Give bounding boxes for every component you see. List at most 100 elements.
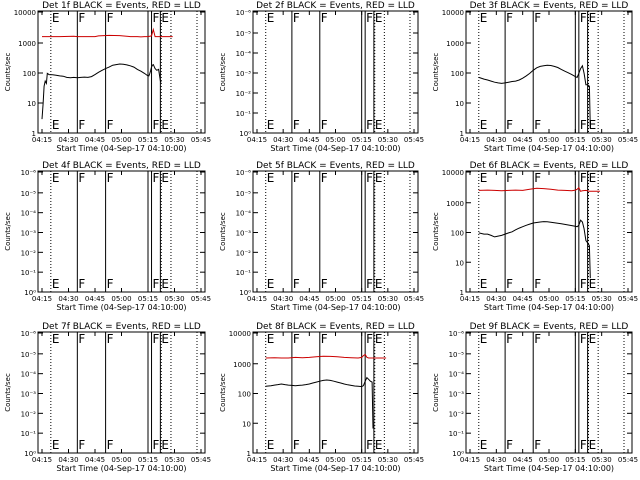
marker-label-top: E [52, 171, 60, 185]
x-tick-label: 05:15 [352, 456, 372, 464]
plot-frame [252, 331, 419, 454]
x-tick-label: 04:30 [486, 456, 506, 464]
y-tick-label: 10⁻³ [449, 391, 465, 399]
marker-label-top: E [52, 332, 60, 346]
y-axis-label: Counts/sec [219, 53, 227, 92]
y-axis-label: Counts/sec [4, 212, 12, 251]
marker-label-bottom: F [506, 277, 513, 291]
marker-label-top: E [267, 332, 275, 346]
marker-label-bottom: F [107, 277, 114, 291]
marker-label-bottom: E [589, 118, 597, 132]
y-tick-label: 1000 [18, 40, 36, 48]
x-tick-label: 05:30 [592, 295, 612, 303]
marker-label-top: F [506, 171, 513, 185]
x-tick-label: 04:30 [273, 295, 293, 303]
marker-label-top: F [78, 11, 85, 25]
x-tick-label: 05:15 [138, 136, 158, 144]
marker-label-bottom: F [321, 438, 328, 452]
plot-frame [252, 10, 419, 134]
marker-label-bottom: F [366, 118, 373, 132]
panel-title: Det 2f BLACK = Events, RED = LLD [256, 1, 415, 11]
x-tick-label: 05:45 [404, 295, 424, 303]
x-tick-label: 04:45 [513, 295, 533, 303]
panel-det-2: Det 2f BLACK = Events, RED = LLD Counts/s… [219, 1, 424, 153]
y-axis-label: Counts/sec [4, 53, 12, 92]
x-tick-label: 05:45 [404, 136, 424, 144]
marker-label-bottom: E [161, 438, 169, 452]
x-tick-label: 05:15 [138, 456, 158, 464]
marker-label-bottom: E [161, 277, 169, 291]
marker-label-bottom: F [534, 438, 541, 452]
marker-label-top: F [534, 11, 541, 25]
x-tick-label: 05:30 [164, 456, 184, 464]
y-axis-label: Counts/sec [432, 53, 440, 92]
marker-label-bottom: F [153, 438, 160, 452]
panel-title: Det 5f BLACK = Events, RED = LLD [256, 161, 415, 171]
marker-label-top: F [580, 332, 587, 346]
x-tick-label: 05:45 [404, 456, 424, 464]
series-line [478, 219, 591, 279]
marker-label-bottom: F [78, 438, 85, 452]
y-tick-label: 10⁻⁴ [21, 210, 37, 218]
marker-label-top: F [107, 11, 114, 25]
x-tick-label: 05:15 [352, 136, 372, 144]
x-axis-label: Start Time (04-Sep-17 04:10:00) [270, 144, 400, 153]
x-tick-label: 04:45 [299, 295, 319, 303]
x-tick-label: 05:00 [539, 136, 559, 144]
y-tick-label: 10⁻⁵ [21, 190, 37, 198]
x-tick-label: 05:15 [565, 136, 585, 144]
x-tick-label: 04:15 [247, 295, 267, 303]
series-line [478, 64, 591, 128]
x-tick-label: 04:30 [273, 136, 293, 144]
x-axis-label: Start Time (04-Sep-17 04:10:00) [484, 144, 614, 153]
y-tick-label: 1 [460, 130, 464, 138]
marker-label-top: F [580, 11, 587, 25]
marker-label-bottom: E [52, 438, 60, 452]
y-tick-label: 10⁻² [236, 90, 252, 98]
marker-label-bottom: E [375, 277, 383, 291]
x-tick-label: 05:00 [539, 456, 559, 464]
y-tick-label: 1 [247, 450, 251, 458]
y-tick-label: 10⁻³ [236, 230, 252, 238]
x-tick-label: 05:00 [325, 136, 345, 144]
x-tick-label: 05:00 [111, 456, 131, 464]
marker-label-bottom: E [589, 277, 597, 291]
y-tick-label: 10⁰ [239, 130, 251, 138]
y-tick-label: 100 [23, 70, 36, 78]
panel-det-6: Det 6f BLACK = Events, RED = LLD Counts/s… [432, 161, 638, 312]
marker-label-bottom: F [366, 438, 373, 452]
marker-label-bottom: F [534, 118, 541, 132]
panel-title: Det 9f BLACK = Events, RED = LLD [470, 322, 629, 332]
x-axis-label: Start Time (04-Sep-17 04:10:00) [56, 303, 186, 312]
marker-label-bottom: F [321, 277, 328, 291]
marker-label-top: F [293, 332, 300, 346]
panel-det-4: Det 4f BLACK = Events, RED = LLD Counts/s… [4, 161, 211, 312]
y-tick-label: 10⁻⁴ [236, 210, 252, 218]
marker-label-top: F [293, 171, 300, 185]
marker-label-bottom: E [589, 438, 597, 452]
x-tick-label: 04:30 [486, 136, 506, 144]
y-tick-label: 1000 [446, 40, 464, 48]
marker-label-top: F [107, 332, 114, 346]
x-tick-label: 05:15 [565, 295, 585, 303]
x-tick-label: 05:00 [539, 295, 559, 303]
marker-label-bottom: F [153, 277, 160, 291]
x-axis-label: Start Time (04-Sep-17 04:10:00) [484, 303, 614, 312]
marker-label-bottom: E [480, 438, 488, 452]
panel-det-9: Det 9f BLACK = Events, RED = LLD Counts/s… [432, 322, 638, 473]
x-tick-label: 04:15 [32, 136, 52, 144]
marker-label-bottom: F [293, 277, 300, 291]
marker-label-top: F [321, 171, 328, 185]
marker-label-top: F [366, 332, 373, 346]
panel-title: Det 4f BLACK = Events, RED = LLD [42, 161, 201, 171]
x-axis-label: Start Time (04-Sep-17 04:10:00) [270, 464, 400, 473]
y-tick-label: 10⁻¹ [21, 269, 37, 277]
marker-label-bottom: E [267, 277, 275, 291]
plot-frame [37, 170, 206, 293]
y-axis-label: Counts/sec [432, 373, 440, 412]
marker-label-bottom: F [107, 438, 114, 452]
y-tick-label: 100 [451, 230, 464, 238]
y-tick-label: 10⁻² [21, 410, 37, 418]
y-tick-label: 10⁻¹ [21, 430, 37, 438]
